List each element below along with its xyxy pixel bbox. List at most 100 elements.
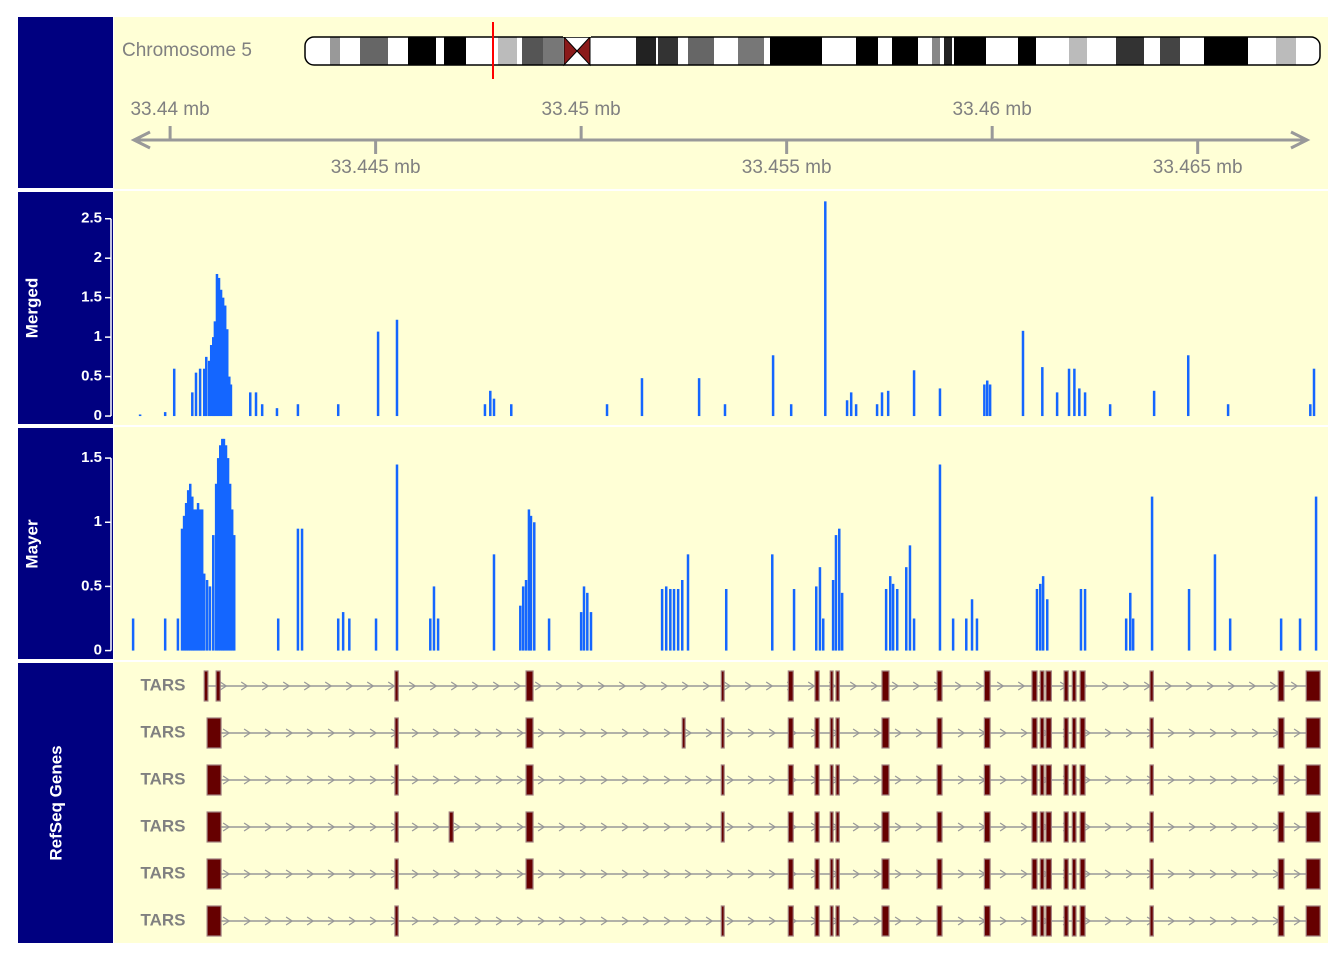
centromere-gap [563,36,591,37]
strand-arrow [639,681,648,691]
strand-arrow [1248,681,1257,691]
centromere [576,35,591,67]
strand-arrow [702,681,711,691]
bar [228,376,231,417]
exon [525,670,534,702]
strand-arrow [705,869,714,879]
strand-arrow [1101,681,1110,691]
strand-arrow [264,869,273,879]
strand-arrow [912,681,921,691]
bar [436,618,440,651]
strand-arrow [1167,822,1176,832]
strand-arrow [663,775,672,785]
strand-arrow [684,869,693,879]
exon [206,858,222,890]
strand-arrow [453,916,462,926]
strand-arrow [327,916,336,926]
bar [938,464,942,651]
y-tick-label: 0 [94,642,102,659]
bar [200,509,204,651]
strand-arrow [411,775,420,785]
strand-arrow [1104,869,1113,879]
strand-arrow [1209,822,1218,832]
bar [1309,404,1312,417]
strand-arrow [324,681,333,691]
exon [1149,717,1154,749]
bar [1046,599,1049,651]
exon [814,905,820,937]
strand-arrow [660,681,669,691]
strand-arrow [1104,728,1113,738]
strand-arrow [852,822,861,832]
bar [672,588,676,651]
exon [835,717,840,749]
strand-arrow [474,869,483,879]
exon [881,811,890,843]
strand-arrow [222,775,231,785]
bar [1312,368,1316,417]
bar [1041,576,1045,651]
bar [1021,330,1025,417]
strand-arrow [576,681,585,691]
strand-arrow [579,728,588,738]
strand-arrow [1251,775,1260,785]
strand-arrow [411,869,420,879]
strand-arrow [747,916,756,926]
exon [394,811,399,843]
bar [395,464,399,651]
bar [834,535,838,651]
strand-arrow [453,822,462,832]
bar [138,414,142,417]
exon [720,764,725,796]
strand-arrow [432,728,441,738]
bar [296,528,300,651]
exon [1305,717,1321,749]
strand-arrow [1125,822,1134,832]
strand-arrow [870,681,879,691]
strand-arrow [495,916,504,926]
bar [589,612,593,651]
exon [1071,858,1077,890]
exon [787,905,794,937]
exon [881,717,890,749]
bar [1055,392,1059,417]
strand-arrow [744,681,753,691]
strand-arrow [894,775,903,785]
bar [300,528,304,651]
bar [214,483,218,651]
strand-arrow [747,775,756,785]
exon [983,717,991,749]
strand-arrow [765,681,774,691]
x-tick-label: 33.455 mb [742,157,832,178]
bar [194,372,198,417]
strand-arrow [579,869,588,879]
bar [336,404,340,417]
strand-arrow [621,775,630,785]
strand-arrow [285,775,294,785]
strand-arrow [1230,869,1239,879]
exon [1031,905,1038,937]
bar [198,368,202,417]
y-tick-label: 2 [94,249,102,266]
strand-arrow [618,681,627,691]
strand-arrow [852,916,861,926]
y-tick-label: 1.5 [81,289,102,306]
strand-arrow [1209,775,1218,785]
strand-arrow [429,681,438,691]
exon [1277,905,1285,937]
bar [1150,496,1154,651]
bar [905,567,908,651]
strand-arrow [600,775,609,785]
exon [814,670,820,702]
exon [787,764,794,796]
bar [213,321,217,417]
strand-arrow [600,728,609,738]
strand-arrow [807,681,816,691]
strand-arrow [495,822,504,832]
strand-arrow [369,869,378,879]
strand-arrow [1104,822,1113,832]
strand-arrow [1227,681,1236,691]
bar [1073,368,1076,417]
bar [1039,583,1042,651]
track-title: RefSeq Genes [46,745,65,860]
